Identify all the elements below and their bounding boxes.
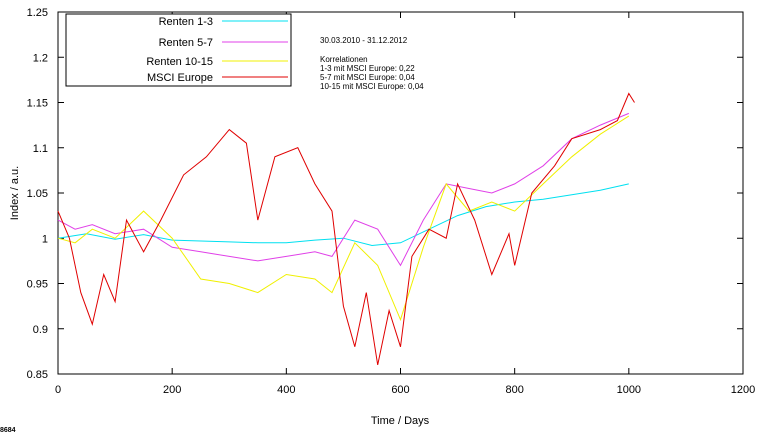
y-tick-label: 1 xyxy=(42,233,48,245)
y-tick-label: 0.95 xyxy=(27,279,48,291)
x-tick-label: 800 xyxy=(505,384,523,396)
annotation-line-1: 1-3 mit MSCI Europe: 0,22 xyxy=(320,64,415,73)
y-tick-label: 1.2 xyxy=(33,52,48,64)
x-tick-label: 0 xyxy=(55,384,61,396)
annotation-heading: Korrelationen xyxy=(320,55,368,64)
x-tick-label: 1000 xyxy=(617,384,641,396)
legend-label-renten-10-15: Renten 10-15 xyxy=(146,56,213,68)
legend-label-renten-1-3: Renten 1-3 xyxy=(159,16,213,28)
x-tick-label: 200 xyxy=(163,384,181,396)
legend-label-renten-5-7: Renten 5-7 xyxy=(159,37,213,49)
y-tick-label: 1.25 xyxy=(27,7,48,19)
x-axis-title: Time / Days xyxy=(371,415,430,427)
x-tick-label: 600 xyxy=(391,384,409,396)
annotation-line-2: 5-7 mit MSCI Europe: 0,04 xyxy=(320,73,415,82)
series-line-msci-europe xyxy=(57,92,635,366)
annotation-line-3: 10-15 mit MSCI Europe: 0,04 xyxy=(320,82,424,91)
legend-box xyxy=(65,13,292,87)
corner-label: 8684 xyxy=(0,427,16,434)
y-tick-label: 1.1 xyxy=(33,143,48,155)
legend-label-msci-europe: MSCI Europe xyxy=(147,72,213,84)
legend: Renten 1-3 Renten 5-7 Renten 10-15 MSCI … xyxy=(65,13,292,87)
axis-ticks: 0 200 400 600 800 1000 1200 0.85 0.9 0.95 1 1.05 1.1… xyxy=(27,7,756,396)
annotation-block: 30.03.2010 - 31.12.2012 Korrelationen 1-… xyxy=(320,36,424,91)
x-tick-label: 400 xyxy=(277,384,295,396)
series-line-renten-10-15 xyxy=(57,115,630,322)
x-tick-label: 1200 xyxy=(731,384,755,396)
series-layer xyxy=(57,92,635,366)
y-axis-title: Index / a.u. xyxy=(9,166,21,220)
series-line-renten-5-7 xyxy=(57,112,629,267)
annotation-date-range: 30.03.2010 - 31.12.2012 xyxy=(320,36,408,45)
y-tick-label: 0.85 xyxy=(27,369,48,381)
y-tick-label: 0.9 xyxy=(33,324,48,336)
y-tick-label: 1.05 xyxy=(27,188,48,200)
y-tick-label: 1.15 xyxy=(27,98,48,110)
